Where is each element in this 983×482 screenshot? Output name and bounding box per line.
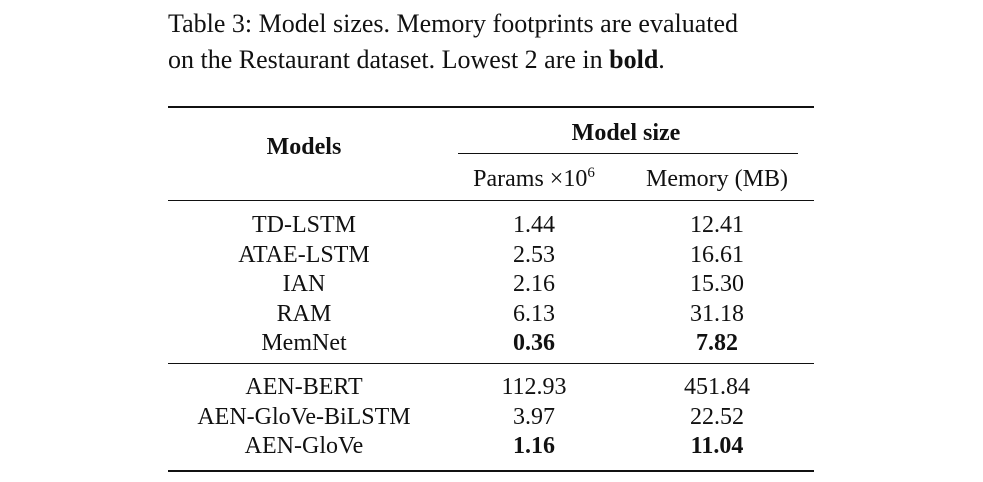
header-model-size: Model size [571,120,681,146]
cell-memory: 16.61 [690,241,744,268]
cell-model: RAM [276,300,332,327]
cell-params: 1.16 [513,433,555,460]
cell-model: AEN-GloVe [244,433,364,460]
top-rule [168,106,814,108]
cell-params: 3.97 [513,403,555,430]
caption-line-2-text: on the Restaurant dataset. Lowest 2 are … [168,45,610,74]
caption-line-2: on the Restaurant dataset. Lowest 2 are … [168,42,868,78]
header-rule [168,200,814,201]
cell-model: AEN-GloVe-BiLSTM [197,403,411,430]
header-params: Params ×106 [448,164,620,194]
cell-memory: 11.04 [690,433,744,460]
header-params-base: Params ×10 [473,166,588,192]
cell-memory: 7.82 [696,330,738,357]
header-params-exponent: 6 [587,165,595,181]
table-caption: Table 3: Model sizes. Memory footprints … [168,6,868,78]
cell-memory: 31.18 [690,300,744,327]
cell-model: TD-LSTM [252,212,356,238]
cell-params: 2.16 [513,271,555,298]
header-memory: Memory (MB) [646,166,788,192]
cell-memory: 15.30 [690,271,744,298]
cell-memory: 22.52 [690,403,744,430]
model-size-subrule [458,153,798,154]
cell-params: 1.44 [513,212,555,238]
cell-model: IAN [282,271,326,298]
cell-params: 2.53 [513,241,555,268]
caption-line-1: Table 3: Model sizes. Memory footprints … [168,9,739,38]
cell-params: 0.36 [513,330,555,357]
cell-model: AEN-BERT [245,374,363,400]
cell-model: ATAE-LSTM [238,241,370,268]
caption-line-2-end: . [658,45,665,74]
cell-model: MemNet [261,330,347,357]
cell-params: 112.93 [501,374,567,400]
cell-memory: 12.41 [690,212,744,238]
group-separator-rule [168,363,814,364]
cell-memory: 451.84 [684,374,750,400]
header-models: Models [266,134,342,160]
caption-bold-word: bold [609,45,659,74]
bottom-rule [168,470,814,472]
cell-params: 6.13 [513,300,555,327]
